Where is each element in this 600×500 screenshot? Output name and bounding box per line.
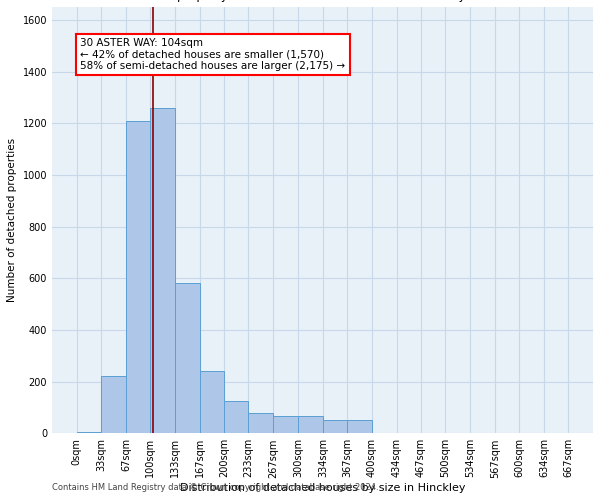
Text: 30 ASTER WAY: 104sqm
← 42% of detached houses are smaller (1,570)
58% of semi-de: 30 ASTER WAY: 104sqm ← 42% of detached h… (80, 38, 346, 71)
Bar (248, 412, 274, 434)
Bar (200, 372, 224, 434)
Bar (126, 120, 151, 434)
Bar (323, 420, 347, 434)
Bar (224, 401, 248, 434)
X-axis label: Distribution of detached houses by size in Hinckley: Distribution of detached houses by size … (180, 483, 465, 493)
Bar (151, 108, 175, 434)
Text: Contains HM Land Registry data © Crown copyright and database right 2024.: Contains HM Land Registry data © Crown c… (52, 484, 379, 492)
Y-axis label: Number of detached properties: Number of detached properties (7, 138, 17, 302)
Bar (101, 376, 126, 434)
Bar (77, 432, 101, 434)
Bar (274, 416, 298, 434)
Bar (298, 416, 323, 434)
Bar (175, 284, 200, 434)
Text: Size of property relative to detached houses in Hinckley: Size of property relative to detached ho… (134, 0, 466, 2)
Bar (347, 420, 371, 434)
